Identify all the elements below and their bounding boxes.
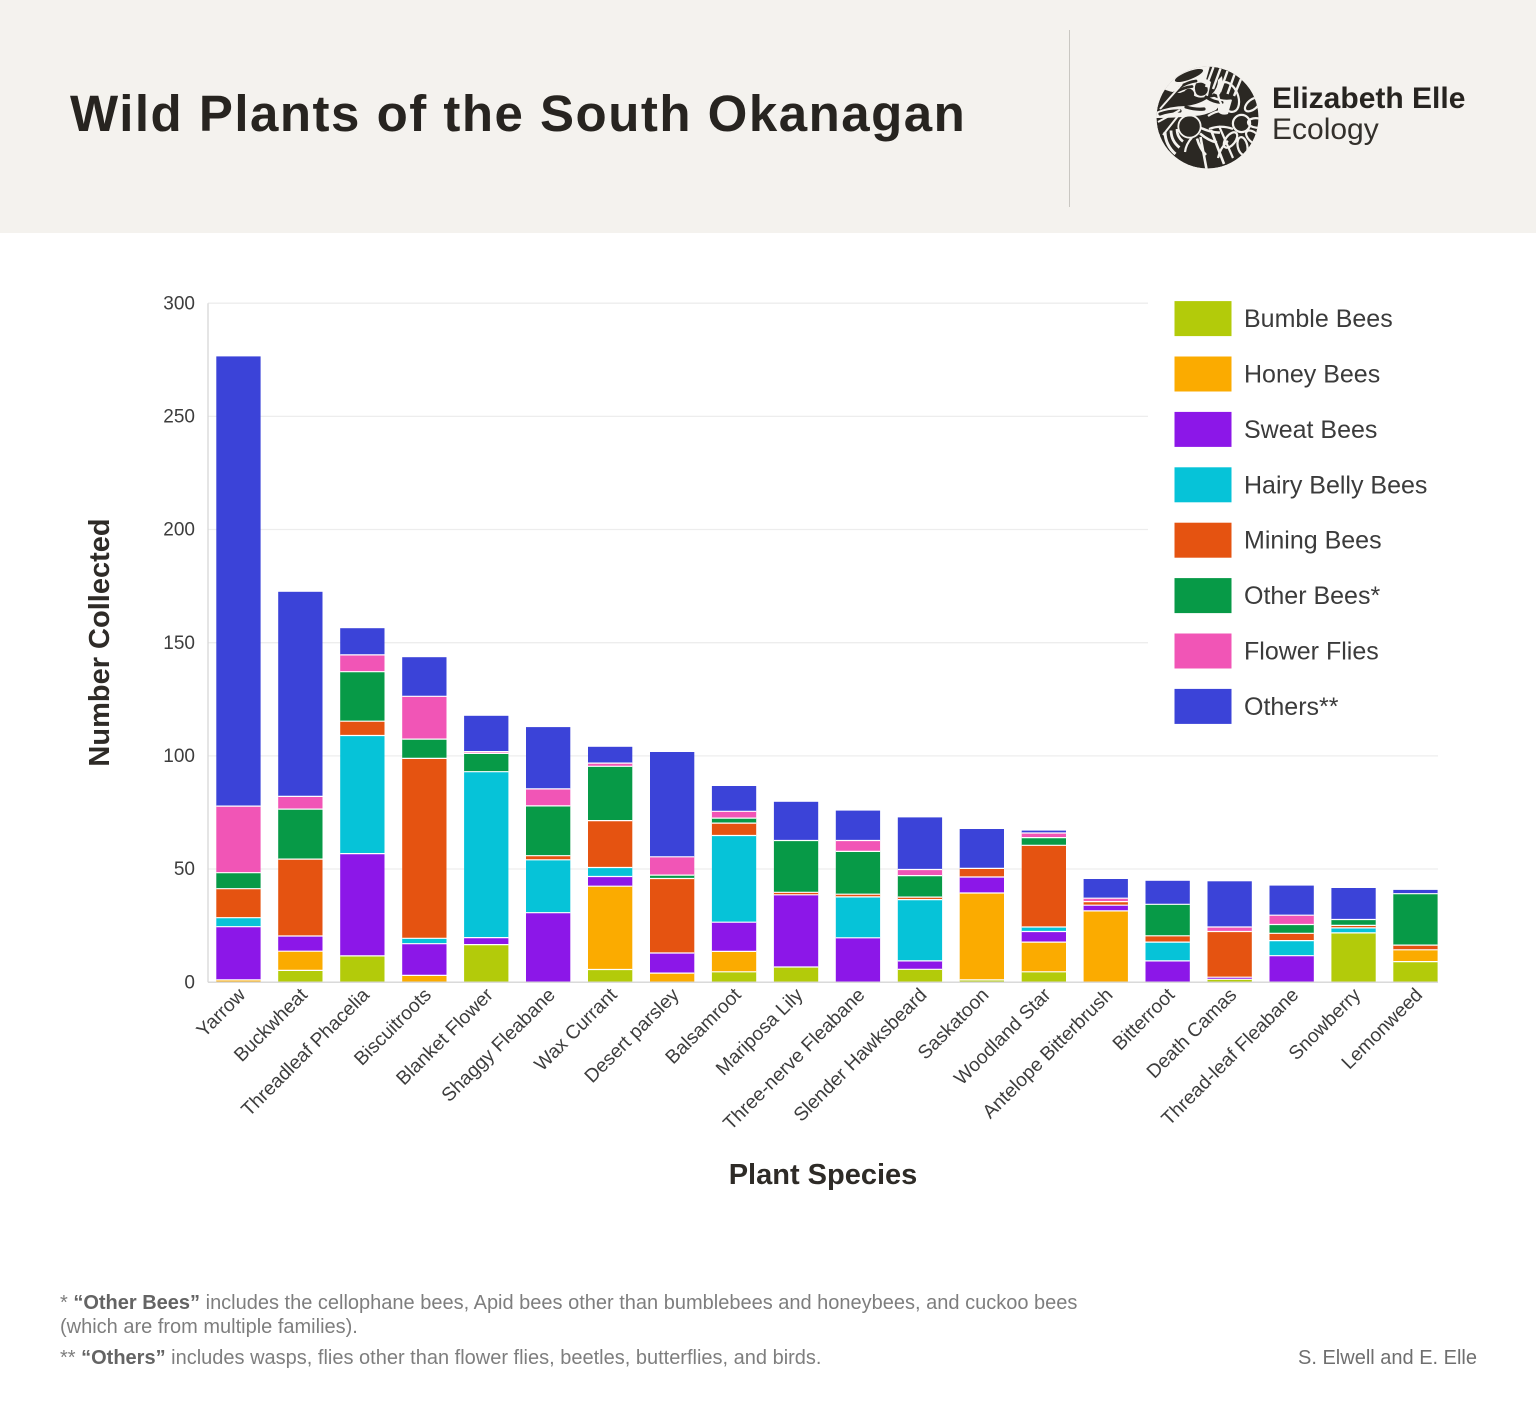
svg-text:Hairy Belly Bees: Hairy Belly Bees [1244,471,1427,499]
svg-text:Honey Bees: Honey Bees [1244,361,1380,389]
svg-text:50: 50 [174,859,195,880]
svg-text:100: 100 [163,746,195,767]
svg-text:150: 150 [163,633,195,654]
svg-text:Sweat Bees: Sweat Bees [1244,416,1377,444]
svg-text:0: 0 [184,972,195,993]
svg-text:Flower Flies: Flower Flies [1244,638,1379,666]
svg-text:300: 300 [163,293,195,314]
svg-text:Number Collected: Number Collected [84,518,116,766]
svg-text:Other Bees*: Other Bees* [1244,582,1380,610]
svg-text:Bumble Bees: Bumble Bees [1244,305,1393,333]
svg-text:Shaggy Fleabane: Shaggy Fleabane [438,985,560,1107]
svg-text:Others**: Others** [1244,693,1339,721]
svg-text:Mining Bees: Mining Bees [1244,527,1382,555]
svg-text:200: 200 [163,520,195,541]
svg-text:Yarrow: Yarrow [193,985,250,1042]
svg-text:Plant Species: Plant Species [729,1159,918,1191]
svg-text:250: 250 [163,407,195,428]
